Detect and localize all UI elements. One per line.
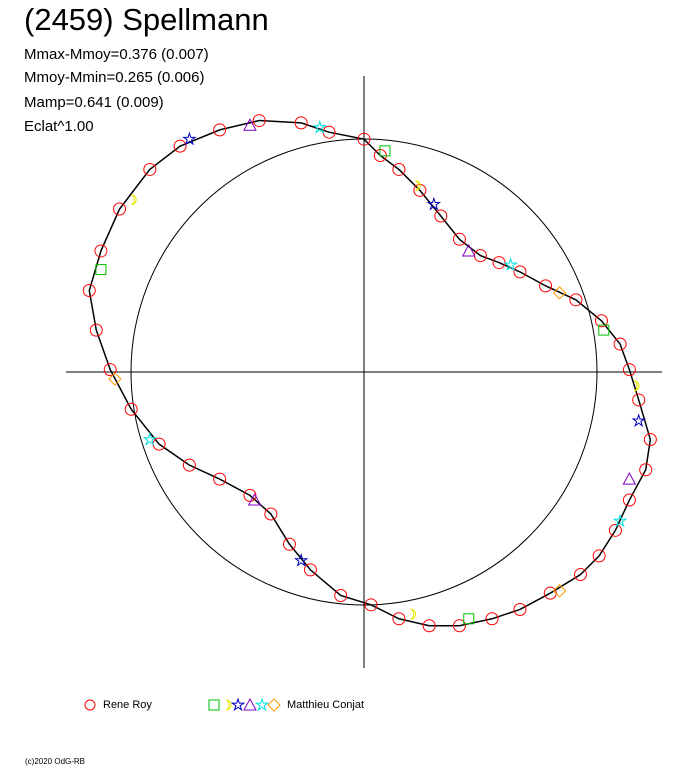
marker [293,552,309,567]
marker [552,286,567,300]
marker [639,463,653,477]
annotation: Mamp=0.641 (0.009) [24,94,164,111]
marker [622,363,636,377]
marker [334,589,348,602]
annotation: Mmoy-Mmin=0.265 (0.006) [24,69,204,86]
marker [608,523,622,537]
marker [108,372,122,386]
annotation: Mmax-Mmoy=0.376 (0.007) [24,46,209,63]
marker [612,513,628,528]
marker [569,293,583,307]
marker [294,116,308,130]
marker [632,393,646,407]
marker [574,568,588,582]
marker [643,433,657,447]
marker [513,602,527,616]
chart-title: (2459) Spellmann [24,2,269,37]
marker [208,699,220,711]
marker [392,612,406,626]
marker [622,472,637,485]
marker [503,257,518,272]
marker [267,698,281,712]
marker [426,196,442,211]
marker [422,619,436,633]
marker [252,114,266,128]
marker [124,402,138,416]
marker [312,119,328,134]
marker [82,284,96,298]
marker [613,337,627,351]
footer: (c)2020 OdG-RB [25,757,85,766]
marker [283,537,296,551]
marker [461,243,476,257]
marker [552,584,567,598]
marker [379,145,391,157]
marker [452,232,466,246]
marker [230,697,246,712]
marker [539,279,553,293]
marker [243,118,257,131]
marker [103,363,117,377]
marker [213,123,227,137]
marker [592,549,606,563]
marker [182,458,196,472]
legend-marker [84,699,96,711]
marker [142,431,158,446]
marker [243,488,257,502]
marker [247,493,262,506]
marker [95,264,107,276]
marker [633,380,640,392]
marker [392,162,406,176]
marker [357,132,371,146]
marker [254,697,270,712]
marker [213,472,227,486]
marker [113,202,127,216]
marker [622,493,636,507]
marker [225,699,232,711]
marker [264,507,278,521]
marker [631,413,647,428]
marker [452,619,466,633]
marker [243,697,257,711]
marker [598,324,610,336]
marker [594,314,608,328]
marker [94,244,108,258]
marker [415,180,421,192]
marker [143,162,157,176]
marker [131,194,137,206]
marker [303,563,317,577]
legend-label: Matthieu Conjat [287,699,364,711]
legend-label: Rene Roy [103,699,152,711]
marker [463,613,475,625]
marker [513,265,527,279]
fit-curve [88,119,652,627]
marker [173,139,187,153]
marker [182,131,197,146]
annotation: Eclat^1.00 [24,118,94,135]
marker [434,209,448,223]
marker [364,598,378,612]
marker [410,608,416,620]
marker [485,612,499,626]
marker [89,323,103,337]
